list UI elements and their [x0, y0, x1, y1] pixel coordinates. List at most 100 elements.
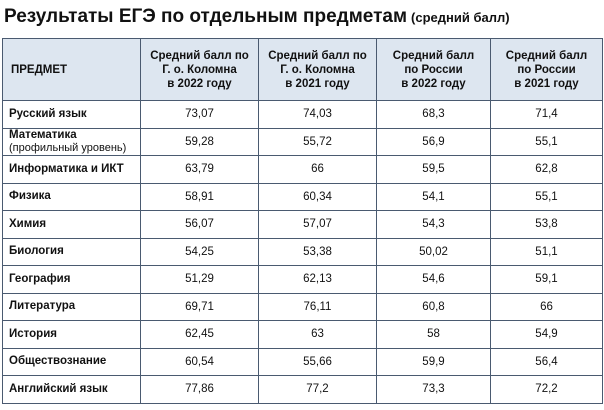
value-cell: 54,1 — [376, 182, 491, 211]
table-row: Русский язык 73,07 74,03 68,3 71,4 — [2, 100, 603, 129]
value-cell: 57,07 — [258, 210, 377, 239]
cell-line: Средний балл — [392, 49, 475, 62]
value-cell: 55,1 — [490, 182, 603, 211]
value-cell: 72,2 — [490, 375, 603, 404]
cell-line: по России — [517, 63, 576, 76]
value-cell: 62,45 — [140, 320, 259, 349]
subject-cell: Литература — [2, 292, 141, 321]
value-cell: 62,13 — [258, 265, 377, 294]
subject-cell: Математика (профильный уровень) — [2, 127, 141, 156]
value-cell: 76,11 — [258, 292, 377, 321]
value-cell: 59,28 — [140, 127, 259, 156]
value-cell: 62,8 — [490, 155, 603, 184]
value-cell: 68,3 — [376, 100, 491, 129]
cell-line: Физика — [9, 190, 51, 203]
cell-line: Математика — [9, 128, 77, 141]
cell-line: География — [9, 272, 71, 285]
cell-line: Литература — [9, 300, 76, 313]
value-cell: 60,8 — [376, 292, 491, 321]
subject-cell: Физика — [2, 182, 141, 211]
cell-line: История — [9, 327, 57, 340]
value-cell: 59,9 — [376, 347, 491, 376]
table-row: Английский язык 77,86 77,2 73,3 72,2 — [2, 375, 603, 404]
value-cell: 74,03 — [258, 100, 377, 129]
table-body: Русский язык 73,07 74,03 68,3 71,4 Математика… — [2, 100, 603, 404]
cell-line: в 2021 году — [285, 77, 350, 90]
value-cell: 66 — [490, 292, 603, 321]
column-header: Средний балл по Г. о. Коломна в 2022 году — [140, 38, 259, 101]
cell-line: (профильный уровень) — [9, 141, 127, 154]
subject-cell: Обществознание — [2, 347, 141, 376]
cell-line: Г. о. Коломна — [162, 63, 237, 76]
value-cell: 54,6 — [376, 265, 491, 294]
value-cell: 73,3 — [376, 375, 491, 404]
cell-line: в 2021 году — [514, 77, 579, 90]
value-cell: 55,1 — [490, 127, 603, 156]
cell-line: Средний балл — [505, 49, 588, 62]
table-row: Химия 56,07 57,07 54,3 53,8 — [2, 210, 603, 239]
value-cell: 56,9 — [376, 127, 491, 156]
subject-cell: География — [2, 265, 141, 294]
value-cell: 63 — [258, 320, 377, 349]
value-cell: 54,25 — [140, 237, 259, 266]
value-cell: 58,91 — [140, 182, 259, 211]
table-row: Физика 58,91 60,34 54,1 55,1 — [2, 182, 603, 211]
value-cell: 58 — [376, 320, 491, 349]
table-row: Биология 54,25 53,38 50,02 51,1 — [2, 237, 603, 266]
column-header: Средний балл по России в 2022 году — [376, 38, 491, 101]
subject-cell: История — [2, 320, 141, 349]
column-header: ПРЕДМЕТ — [2, 38, 141, 101]
subject-cell: Биология — [2, 237, 141, 266]
cell-line: в 2022 году — [401, 77, 466, 90]
header-row: ПРЕДМЕТ Средний балл по Г. о. Коломна в 202… — [2, 38, 603, 101]
cell-line: Русский язык — [9, 107, 87, 120]
value-cell: 69,71 — [140, 292, 259, 321]
value-cell: 60,54 — [140, 347, 259, 376]
value-cell: 63,79 — [140, 155, 259, 184]
value-cell: 51,1 — [490, 237, 603, 266]
table-row: Информатика и ИКТ 63,79 66 59,5 62,8 — [2, 155, 603, 184]
value-cell: 56,07 — [140, 210, 259, 239]
cell-line: Английский язык — [9, 382, 108, 395]
title: Результаты ЕГЭ по отдельным предметам — [4, 6, 408, 27]
header: Результаты ЕГЭ по отдельным предметам (ср… — [4, 6, 510, 28]
value-cell: 55,66 — [258, 347, 377, 376]
cell-line: Информатика и ИКТ — [9, 162, 124, 175]
table-row: Обществознание 60,54 55,66 59,9 56,4 — [2, 347, 603, 376]
cell-line: по России — [404, 63, 463, 76]
results-table: ПРЕДМЕТ Средний балл по Г. о. Коломна в 202… — [2, 38, 603, 404]
value-cell: 54,3 — [376, 210, 491, 239]
value-cell: 56,4 — [490, 347, 603, 376]
table-row: Литература 69,71 76,11 60,8 66 — [2, 292, 603, 321]
cell-line: Обществознание — [9, 355, 107, 368]
subject-cell: Английский язык — [2, 375, 141, 404]
value-cell: 59,5 — [376, 155, 491, 184]
value-cell: 51,29 — [140, 265, 259, 294]
value-cell: 54,9 — [490, 320, 603, 349]
value-cell: 71,4 — [490, 100, 603, 129]
column-header: Средний балл по Г. о. Коломна в 2021 году — [258, 38, 377, 101]
value-cell: 66 — [258, 155, 377, 184]
value-cell: 50,02 — [376, 237, 491, 266]
subject-cell: Химия — [2, 210, 141, 239]
value-cell: 53,8 — [490, 210, 603, 239]
value-cell: 77,2 — [258, 375, 377, 404]
cell-line: Средний балл по — [150, 49, 249, 62]
cell-line: в 2022 году — [167, 77, 232, 90]
subject-cell: Русский язык — [2, 100, 141, 129]
cell-line: Г. о. Коломна — [280, 63, 355, 76]
value-cell: 55,72 — [258, 127, 377, 156]
value-cell: 77,86 — [140, 375, 259, 404]
cell-line: Химия — [9, 217, 47, 230]
subtitle: (средний балл) — [411, 10, 510, 25]
cell-line: Биология — [9, 245, 64, 258]
subject-cell: Информатика и ИКТ — [2, 155, 141, 184]
value-cell: 73,07 — [140, 100, 259, 129]
value-cell: 59,1 — [490, 265, 603, 294]
column-header: Средний балл по России в 2021 году — [490, 38, 603, 101]
cell-line: Средний балл по — [268, 49, 367, 62]
table-row: Математика (профильный уровень) 59,28 55,72… — [2, 127, 603, 156]
table-row: История 62,45 63 58 54,9 — [2, 320, 603, 349]
table-row: География 51,29 62,13 54,6 59,1 — [2, 265, 603, 294]
